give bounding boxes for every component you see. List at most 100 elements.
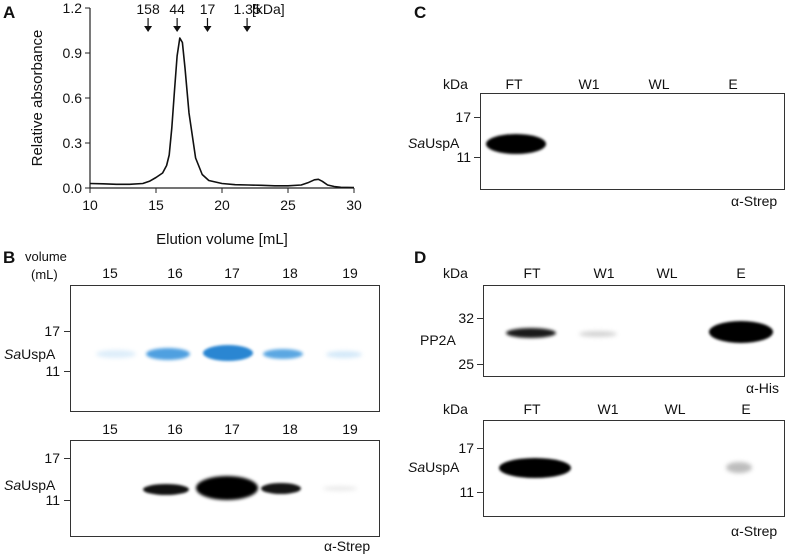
antibody-label: α-Strep [731, 523, 778, 539]
x-tick-label: 30 [346, 197, 362, 213]
lane-label: E [728, 76, 738, 92]
gel-band [263, 349, 303, 359]
western-blot-d-his [483, 285, 785, 377]
mw-label: 17 [44, 323, 60, 339]
lane-label: 16 [167, 265, 183, 281]
blot-band [499, 458, 571, 478]
lane-label: W1 [578, 76, 600, 92]
marker-label: 17 [200, 1, 216, 17]
y-axis-title: Relative absorbance [29, 30, 46, 167]
antibody-label: α-His [746, 380, 779, 396]
lane-label: 17 [224, 421, 240, 437]
marker-unit-label: [kDa] [252, 1, 285, 17]
gel-band [146, 348, 190, 360]
y-tick-label: 0.6 [63, 90, 83, 106]
marker-label: 158 [136, 1, 160, 17]
lane-label: W1 [597, 401, 619, 417]
panel-label-a: A [3, 3, 16, 22]
mw-tick [477, 492, 484, 493]
y-tick-label: 0.9 [63, 45, 83, 61]
mw-tick [64, 500, 71, 501]
kda-label: kDa [443, 401, 468, 417]
mw-tick [64, 371, 71, 372]
marker-arrowhead [243, 26, 252, 32]
mw-label: 17 [455, 109, 471, 125]
antibody-label: α-Strep [731, 193, 778, 209]
lane-label: E [741, 401, 751, 417]
marker-arrowhead [144, 26, 153, 32]
lane-label: WL [648, 76, 670, 92]
panel-label-b: B [3, 248, 16, 267]
x-tick-label: 10 [82, 197, 98, 213]
gel-band [326, 351, 362, 358]
lane-label: 19 [342, 421, 358, 437]
marker-arrowhead [173, 26, 182, 32]
mw-label: 17 [458, 440, 474, 456]
protein-label: SaUspA [4, 477, 56, 493]
lane-label: 16 [167, 421, 183, 437]
mw-tick [64, 331, 71, 332]
mw-tick [474, 117, 481, 118]
protein-label: SaUspA [408, 135, 460, 151]
x-tick-label: 15 [148, 197, 164, 213]
blot-band [196, 476, 258, 500]
lane-label: WL [664, 401, 686, 417]
mw-tick [477, 448, 484, 449]
protein-label: SaUspA [408, 459, 460, 475]
chromatogram-chart: 0.0 0.3 0.6 0.9 1.2 10 15 20 25 30 Elution volume … [29, 0, 362, 248]
protein-label: SaUspA [4, 346, 56, 362]
mw-label: 11 [459, 484, 474, 500]
lane-label: E [736, 265, 746, 281]
blot-band [506, 328, 556, 338]
mw-tick [477, 364, 484, 365]
panel-label-d: D [414, 248, 427, 267]
x-axis-title: Elution volume [mL] [156, 231, 288, 248]
lane-label: 18 [282, 265, 298, 281]
marker-arrowhead [203, 26, 212, 32]
mw-tick [64, 458, 71, 459]
antibody-label: α-Strep [324, 538, 371, 554]
western-blot-b [70, 440, 380, 537]
y-tick-label: 0.3 [63, 135, 83, 151]
blot-band [261, 483, 301, 494]
western-blot-d-strep [483, 420, 785, 517]
lane-label: 19 [342, 265, 358, 281]
y-tick-label: 1.2 [63, 0, 83, 16]
mw-label: 32 [458, 310, 474, 326]
blot-band [579, 331, 617, 337]
volume-unit-label: (mL) [31, 267, 58, 282]
protein-label: PP2A [420, 332, 456, 348]
mw-tick [474, 157, 481, 158]
mw-tick [477, 318, 484, 319]
western-blot-c [480, 93, 785, 190]
kda-label: kDa [443, 265, 468, 281]
mw-label: 17 [44, 450, 60, 466]
blot-band [726, 462, 752, 473]
lane-label: WL [656, 265, 678, 281]
kda-label: kDa [443, 76, 468, 92]
lane-label: 15 [102, 421, 118, 437]
blot-band [486, 134, 546, 154]
coomassie-gel [70, 285, 380, 412]
chromatogram-line [89, 37, 355, 189]
lane-label: FT [523, 265, 541, 281]
gel-band [203, 345, 253, 361]
lane-label: FT [523, 401, 541, 417]
lane-label: W1 [593, 265, 615, 281]
volume-label: volume [25, 249, 67, 264]
y-tick-label: 0.0 [63, 180, 83, 196]
blot-band [709, 321, 773, 343]
x-tick-label: 20 [214, 197, 230, 213]
lane-label: 15 [102, 265, 118, 281]
blot-band [323, 486, 357, 491]
marker-label: 1.35 [233, 1, 260, 17]
lane-label: 17 [224, 265, 240, 281]
mw-label: 11 [45, 492, 60, 508]
marker-label: 44 [169, 1, 185, 17]
gel-band [96, 350, 136, 358]
mw-label: 11 [456, 149, 471, 165]
panel-label-c: C [414, 3, 427, 22]
x-tick-label: 25 [280, 197, 296, 213]
lane-label: FT [505, 76, 523, 92]
mw-label: 11 [45, 363, 60, 379]
